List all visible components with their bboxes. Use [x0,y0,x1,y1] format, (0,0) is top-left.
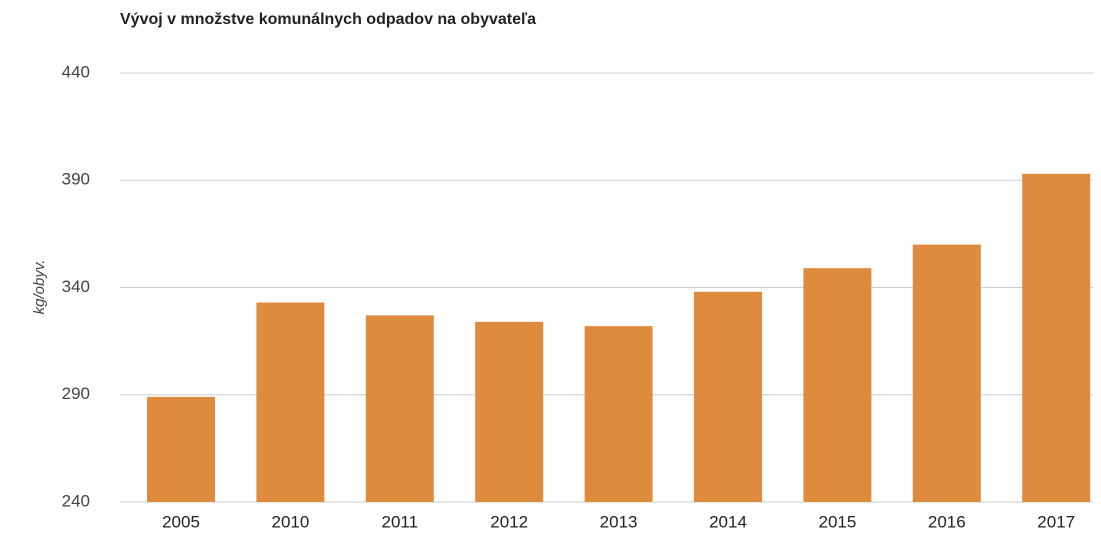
y-tick-label: 440 [62,62,90,81]
bar [912,244,981,502]
x-tick-label: 2017 [1037,512,1075,531]
y-tick-label: 240 [62,491,90,510]
y-tick-label: 290 [62,384,90,403]
x-tick-label: 2011 [382,512,419,531]
bar [147,396,215,502]
bar [694,291,762,502]
x-tick-label: 2010 [271,512,309,531]
x-tick-label: 2015 [818,512,856,531]
y-axis-label: kg/obyv. [31,260,48,315]
bar [475,321,544,502]
chart-title: Vývoj v množstve komunálnych odpadov na … [120,11,536,28]
x-tick-label: 2013 [600,512,638,531]
x-tick-label: 2014 [709,512,747,531]
x-tick-label: 2005 [162,512,200,531]
y-tick-label: 390 [62,170,90,189]
x-tick-label: 2016 [928,512,966,531]
bar [365,315,434,502]
bar [584,326,653,502]
bar [256,302,325,502]
x-tick-label: 2012 [490,512,528,531]
y-tick-label: 340 [62,277,90,296]
bar [803,268,872,502]
bar [1022,173,1091,502]
